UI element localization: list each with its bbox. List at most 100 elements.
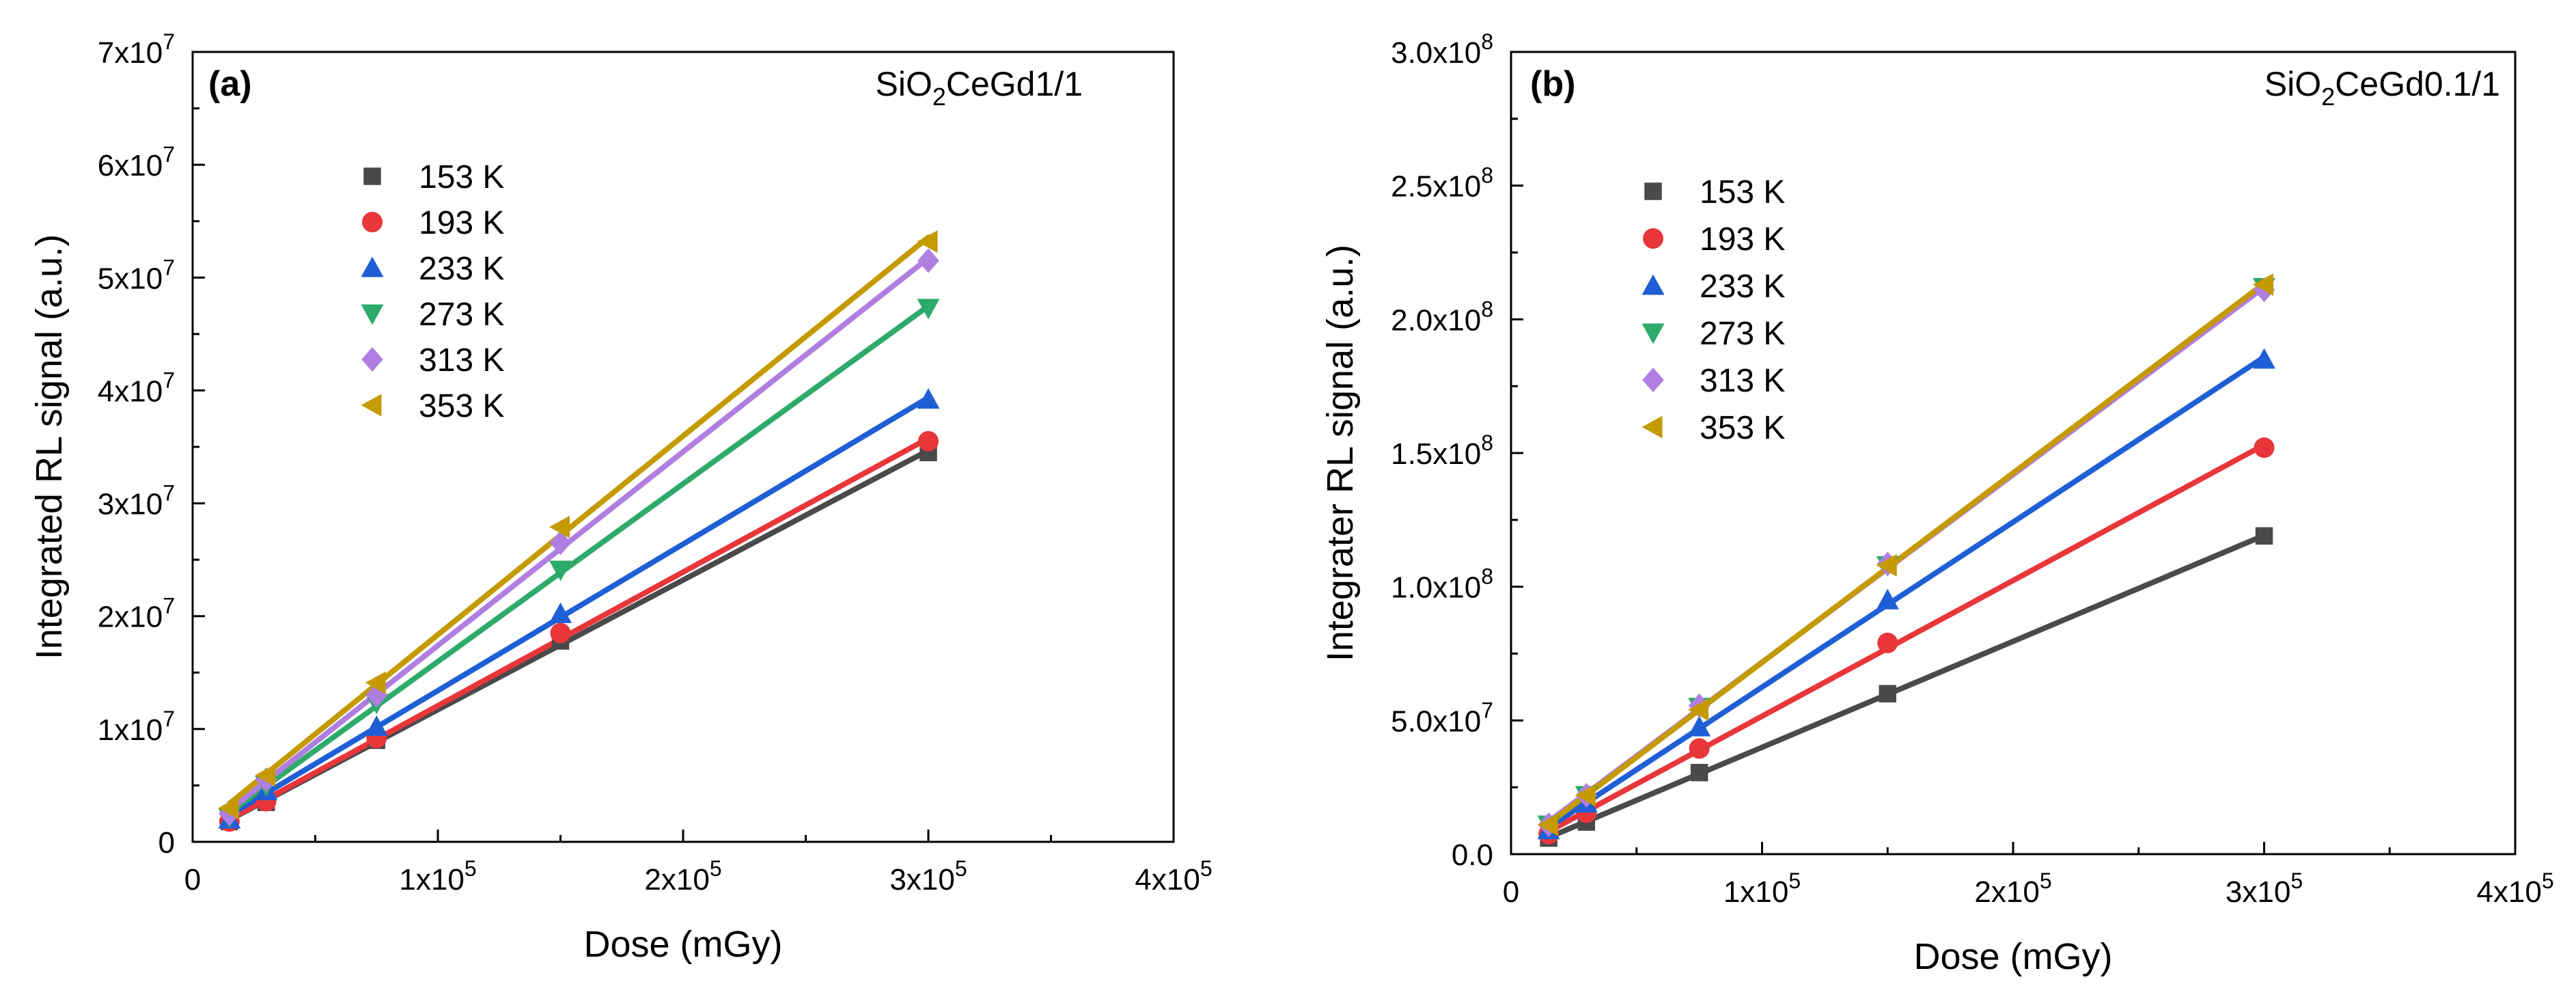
y-tick-label: 1.0x108 — [1391, 564, 1493, 605]
legend: 153 K 193 K 233 K 273 K 313 K 353 K — [1642, 174, 1785, 446]
fit-line-233k — [1546, 354, 2267, 830]
y-tick-label: 2.5x108 — [1391, 163, 1493, 204]
data-point — [1876, 553, 1897, 577]
legend-label: 353 K — [419, 388, 504, 424]
fit-line-233k — [226, 394, 931, 818]
data-point — [1688, 698, 1709, 722]
data-point — [1575, 784, 1596, 807]
data-point — [218, 796, 239, 819]
data-point — [549, 515, 570, 538]
legend-marker — [1643, 228, 1663, 249]
x-tick-label: 0 — [184, 863, 201, 897]
fit-line-153k — [1546, 532, 2267, 840]
data-point — [1537, 813, 1558, 836]
y-axis-title: Integrater RL signal (a.u.) — [1320, 245, 1361, 661]
legend-marker — [361, 304, 384, 325]
data-point — [1690, 763, 1708, 782]
x-tick-label: 1x105 — [399, 856, 476, 897]
data-point — [365, 671, 386, 694]
legend-marker — [363, 167, 381, 185]
x-tick-label: 2x105 — [644, 856, 721, 897]
x-tick-label: 1x105 — [1723, 868, 1801, 909]
chart-panel-a: 0 1x105 2x105 3x105 4x105 0 1x107 2x107 3x107 4x1… — [29, 29, 1213, 965]
legend: 153 K 193 K 233 K 273 K 313 K 353 K — [361, 159, 504, 424]
x-tick-label: 4x105 — [2476, 868, 2553, 909]
legend-marker — [1644, 182, 1662, 200]
legend-label: 193 K — [419, 205, 504, 241]
x-tick-label: 2x105 — [1974, 868, 2051, 909]
series-233k — [218, 388, 940, 829]
data-point — [1877, 632, 1898, 653]
legend-marker — [361, 256, 384, 277]
data-point — [917, 248, 939, 273]
fit-line-313k — [226, 255, 931, 813]
legend-label: 153 K — [1700, 174, 1785, 210]
fit-line-273k — [226, 303, 931, 816]
sample-label: SiO2CeGd0.1/1 — [2265, 65, 2500, 111]
y-tick-label: 2x107 — [98, 594, 175, 634]
y-tick-label: 1x107 — [98, 707, 175, 747]
data-point — [549, 530, 572, 556]
legend-label: 273 K — [1700, 316, 1785, 352]
legend-marker — [362, 212, 383, 232]
data-point — [1688, 715, 1711, 737]
legend-label: 233 K — [419, 251, 504, 287]
legend-label: 193 K — [1700, 221, 1785, 258]
y-tick-label: 2.0x108 — [1391, 297, 1493, 337]
x-tick-label: 0 — [1503, 875, 1519, 909]
data-point — [1876, 588, 1899, 610]
legend-label: 313 K — [1700, 363, 1785, 399]
fit-line-353k — [1546, 280, 2267, 827]
y-axis-title: Integrated RL signal (a.u.) — [29, 234, 70, 659]
data-point — [549, 560, 572, 581]
data-point — [2253, 273, 2273, 296]
legend-marker — [1642, 323, 1665, 344]
legend-label: 353 K — [1700, 410, 1785, 446]
panel-label: (b) — [1530, 64, 1575, 104]
data-point — [917, 388, 940, 409]
legend-label: 233 K — [1700, 269, 1785, 305]
y-tick-label: 1.5x108 — [1391, 430, 1493, 471]
fit-line-193k — [1546, 442, 2267, 834]
sample-label: SiO2CeGd1/1 — [875, 65, 1083, 111]
series-353k — [218, 230, 938, 819]
y-tick-label: 3x107 — [98, 481, 175, 521]
x-tick-label: 4x105 — [1135, 856, 1212, 897]
legend-marker — [1642, 368, 1664, 392]
data-point — [365, 715, 388, 737]
data-point — [917, 299, 940, 320]
x-axis-title: Dose (mGy) — [583, 924, 782, 965]
panel-label: (a) — [208, 64, 252, 104]
y-tick-label: 4x107 — [98, 368, 175, 408]
y-tick-label: 0.0 — [1452, 838, 1493, 872]
y-tick-label: 3.0x108 — [1391, 29, 1493, 70]
data-point — [2254, 437, 2275, 459]
y-tick-label: 5x107 — [98, 255, 175, 295]
data-point — [2255, 527, 2273, 545]
y-tick-label: 7x107 — [98, 29, 175, 70]
data-point — [1689, 738, 1710, 759]
data-point — [917, 230, 938, 253]
data-point — [1879, 685, 1896, 702]
data-point — [918, 430, 939, 452]
fit-line-193k — [226, 435, 931, 823]
legend-label: 273 K — [419, 297, 504, 333]
fit-line-353k — [226, 234, 931, 807]
legend-marker — [361, 347, 383, 372]
chart-panel-b: 0 1x105 2x105 3x105 4x105 0.0 5.0x107 1.0x108 1.… — [1320, 29, 2554, 977]
legend-marker — [361, 394, 382, 417]
y-tick-label: 6x107 — [98, 142, 175, 182]
legend-marker — [1642, 415, 1663, 439]
x-tick-label: 3x105 — [889, 856, 967, 897]
x-axis-title: Dose (mGy) — [1913, 936, 2112, 977]
data-point — [550, 622, 571, 644]
data-point — [2253, 348, 2275, 369]
x-tick-label: 3x105 — [2226, 868, 2303, 909]
legend-label: 153 K — [419, 159, 504, 195]
series-353k — [1537, 273, 2273, 836]
legend-label: 313 K — [419, 342, 504, 379]
y-tick-label: 0 — [158, 826, 175, 860]
data-point — [549, 602, 572, 623]
legend-marker — [1642, 274, 1665, 295]
